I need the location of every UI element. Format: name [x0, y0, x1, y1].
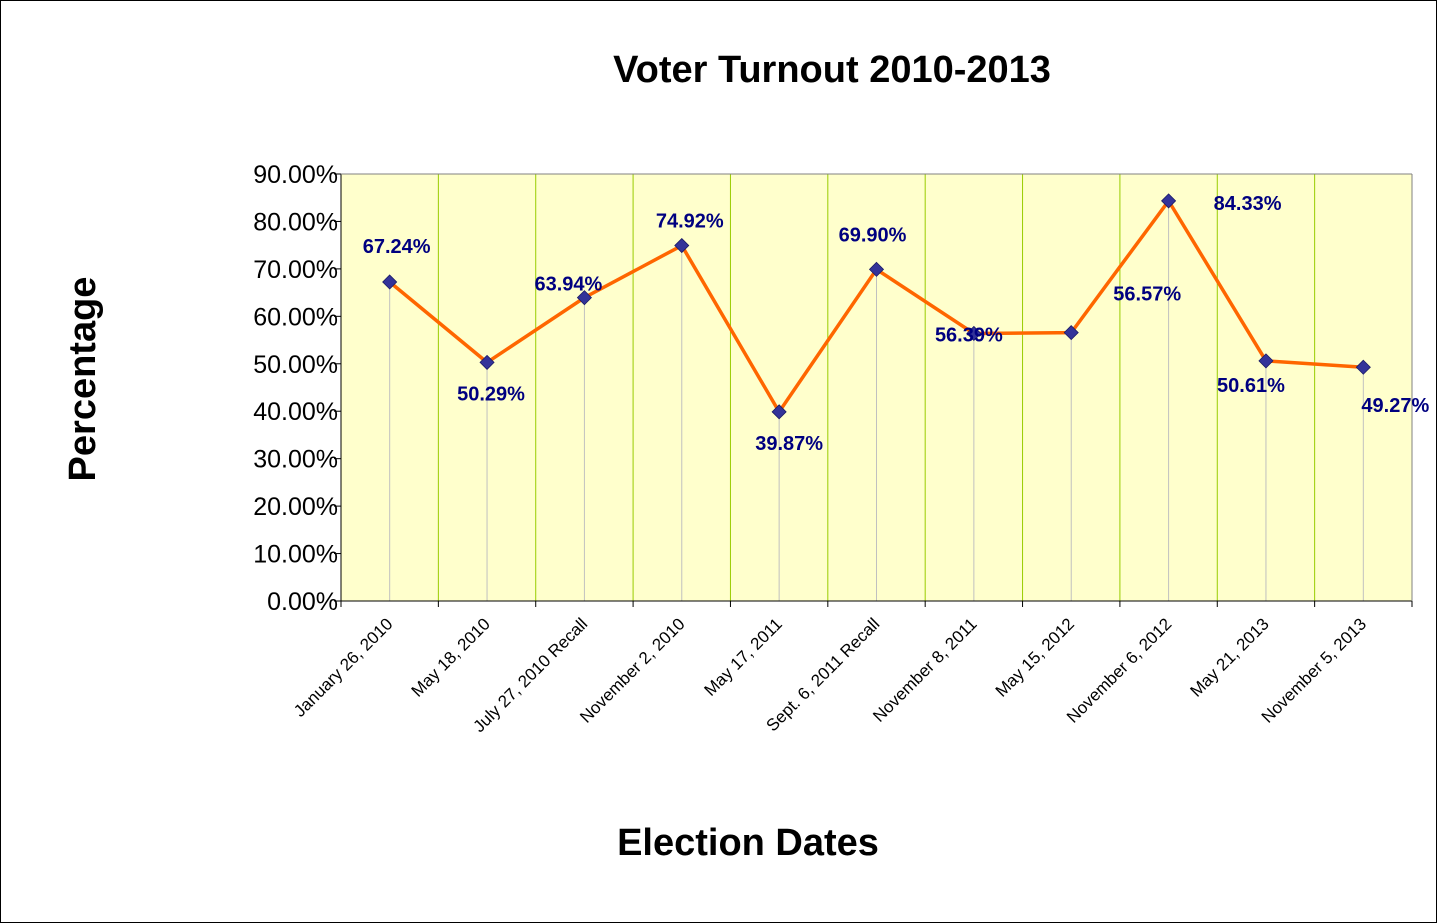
data-point-marker [382, 274, 398, 290]
y-tick-label: 70.00% [253, 256, 338, 284]
data-label: 50.61% [1217, 375, 1285, 397]
data-label: 50.29% [457, 383, 525, 405]
data-point-marker [771, 404, 787, 420]
x-tick-label: May 21, 2013 [1187, 614, 1273, 700]
x-tick-label: January 26, 2010 [290, 614, 396, 720]
y-tick-label: 90.00% [253, 161, 338, 189]
data-label: 39.87% [755, 433, 823, 455]
data-point-marker [479, 354, 495, 370]
x-tick-label: May 15, 2012 [992, 614, 1078, 700]
data-label: 69.90% [839, 224, 907, 246]
x-axis-label: Election Dates [617, 822, 879, 864]
y-tick-label: 50.00% [253, 351, 338, 379]
data-point-marker [1258, 353, 1274, 369]
data-label: 84.33% [1214, 193, 1282, 215]
data-point-marker [1063, 325, 1079, 341]
y-tick-label: 0.00% [267, 588, 338, 616]
data-point-marker [966, 325, 982, 342]
y-tick-label: 40.00% [253, 398, 338, 426]
y-tick-label: 80.00% [253, 208, 338, 236]
x-tick-label: November 8, 2011 [869, 614, 980, 725]
data-label: 56.57% [1113, 284, 1181, 306]
gridlines [437, 174, 1316, 601]
x-tick-label: November 5, 2013 [1258, 614, 1370, 726]
y-tick-label: 60.00% [253, 303, 338, 331]
x-tick-label: November 2, 2010 [576, 614, 688, 726]
data-label: 49.27% [1361, 395, 1429, 417]
y-tick-labels: 0.00% 10.00% 20.00% 30.00% 40.00% 50.00% 60.00… [253, 161, 338, 616]
data-point-marker [1355, 359, 1371, 375]
data-point-marker [674, 237, 690, 254]
y-axis-label: Percentage [62, 277, 104, 482]
data-point-marker [576, 290, 592, 306]
data-point-marker [1161, 193, 1177, 209]
chart-title: Voter Turnout 2010-2013 [613, 49, 1051, 91]
data-label: 67.24% [363, 236, 431, 258]
y-tick-label: 30.00% [253, 446, 338, 474]
data-markers [382, 193, 1371, 420]
data-labels: 67.24% 50.29% 63.94% 74.92% 39.87% 69.90% 56.3… [363, 193, 1430, 455]
drop-lines [389, 200, 1364, 601]
data-point-marker [868, 261, 885, 277]
y-tick-label: 10.00% [253, 541, 338, 569]
x-tick-label: May 18, 2010 [408, 614, 494, 700]
axes [334, 173, 1413, 607]
data-label: 74.92% [656, 211, 724, 233]
x-tick-label: November 6, 2012 [1063, 614, 1175, 726]
x-tick-label: May 17, 2011 [701, 614, 786, 699]
data-label: 63.94% [534, 274, 602, 296]
data-label: 56.39% [935, 324, 1003, 346]
y-tick-label: 20.00% [253, 493, 338, 521]
